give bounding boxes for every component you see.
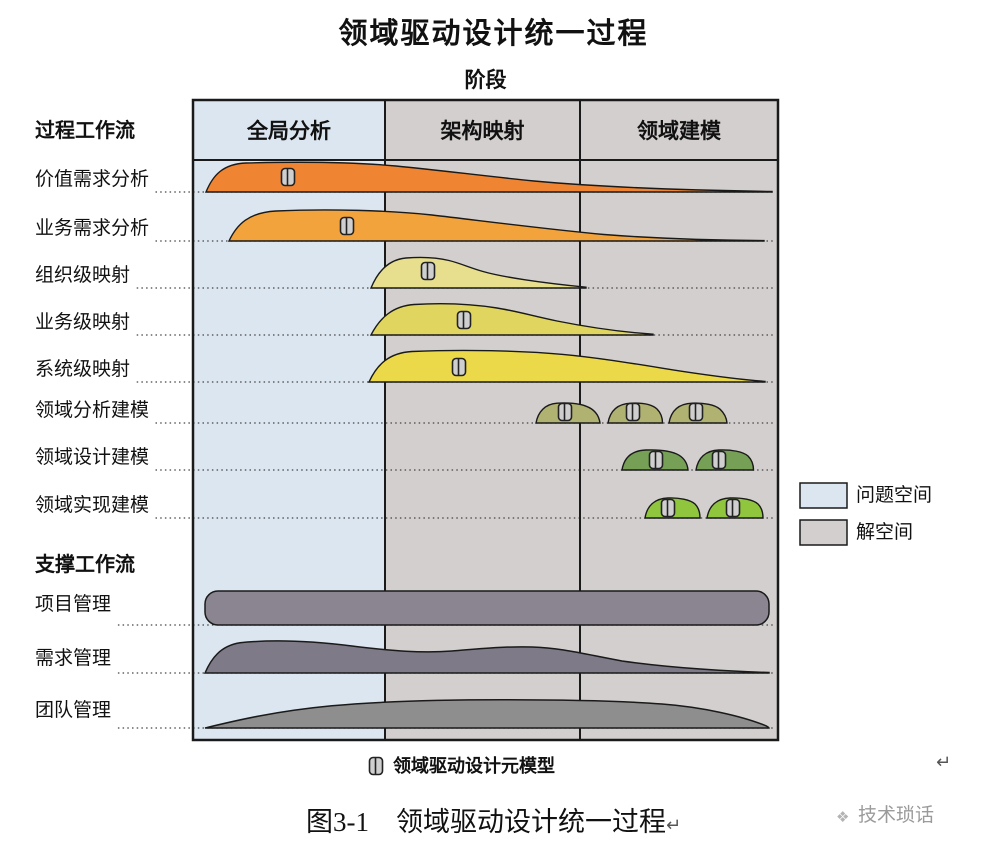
metamodel-icon	[420, 261, 436, 281]
row-label-value-requirements-analysis: 价值需求分析	[35, 168, 156, 196]
row-label-team-management: 团队管理	[35, 699, 118, 732]
legend-swatch-problem-space	[799, 482, 848, 509]
phase-header-architecture-mapping: 架构映射	[440, 120, 525, 143]
chart-border	[191, 98, 780, 742]
hump-business-level-mapping	[369, 303, 654, 336]
legend-label-solution-space: 解空间	[856, 522, 914, 543]
metamodel-icon	[725, 498, 741, 518]
metamodel-icon	[368, 756, 384, 776]
figure-caption-text: 图3-1 领域驱动设计统一过程	[305, 807, 666, 837]
page-title: 领域驱动设计统一过程	[338, 18, 649, 50]
row-label-domain-implementation-modeling: 领域实现建模	[35, 494, 156, 522]
metamodel-icon	[648, 450, 664, 470]
metamodel-icon	[557, 402, 573, 422]
hump-team-management	[204, 699, 770, 729]
metamodel-icon	[280, 167, 296, 187]
phase-axis-label: 阶段	[464, 69, 507, 92]
metamodel-legend-label: 领域驱动设计元模型	[393, 756, 555, 776]
bar-project-management	[204, 590, 770, 626]
row-label-requirement-management: 需求管理	[35, 647, 118, 677]
return-mark: ↵	[665, 815, 682, 836]
section-label-support-workflows: 支撑工作流	[35, 552, 141, 578]
metamodel-icon	[339, 216, 355, 236]
phase-header-global-analysis: 全局分析	[247, 120, 331, 143]
metamodel-icon	[660, 498, 676, 518]
metamodel-icon	[451, 357, 467, 377]
metamodel-icon	[688, 402, 704, 422]
phase-column-bg-global-analysis	[193, 100, 385, 740]
row-label-system-level-mapping: 系统级映射	[35, 358, 137, 386]
metamodel-icon	[711, 450, 727, 470]
row-label-business-requirements-analysis: 业务需求分析	[35, 217, 156, 245]
row-label-business-level-mapping: 业务级映射	[35, 311, 137, 339]
row-label-organization-level-mapping: 组织级映射	[35, 264, 137, 292]
figure-caption: 图3-1 领域驱动设计统一过程↵	[0, 800, 987, 839]
legend-swatch-solution-space	[799, 519, 848, 546]
watermark-brand: 技术琐话	[858, 805, 935, 826]
brand-logo-icon: ❖	[836, 809, 850, 826]
hump-requirement-management	[203, 640, 770, 674]
phase-header-domain-modeling: 领域建模	[637, 120, 721, 143]
row-label-project-management: 项目管理	[35, 592, 118, 628]
hump-system-level-mapping	[367, 349, 766, 383]
hump-business-requirements-analysis	[227, 209, 765, 242]
hump-value-requirements-analysis	[204, 161, 773, 193]
metamodel-icon	[625, 402, 641, 422]
row-label-domain-design-modeling: 领域设计建模	[35, 446, 156, 474]
section-label-process-workflows: 过程工作流	[35, 118, 141, 144]
row-label-domain-analysis-modeling: 领域分析建模	[35, 399, 156, 427]
metamodel-icon	[456, 310, 472, 330]
return-mark: ↵	[936, 752, 952, 773]
legend-label-problem-space: 问题空间	[856, 485, 933, 506]
